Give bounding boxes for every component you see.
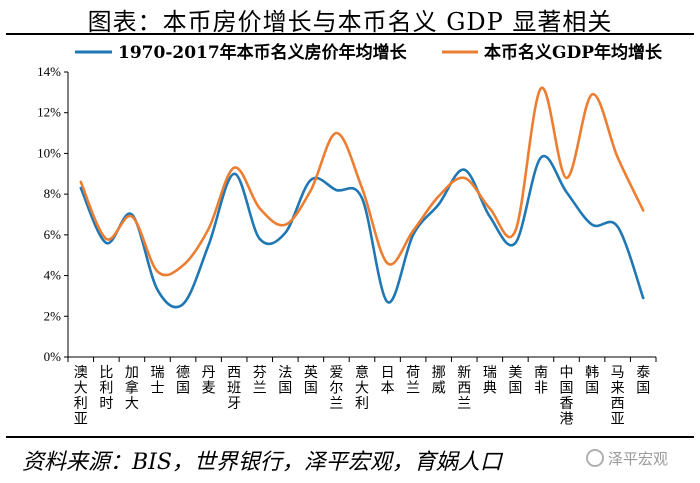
x-tick-label: 加拿大 [125, 365, 139, 412]
series-lines [79, 86, 645, 309]
series-line-2 [79, 86, 645, 277]
y-tick-label: 6% [44, 227, 62, 242]
x-tick-label: 西班牙 [227, 365, 241, 412]
y-tick-label: 12% [37, 105, 61, 120]
watermark-text: 泽平宏观 [608, 450, 669, 468]
source-note: 资料来源：BIS，世界银行，泽平宏观，育娲人口 [22, 450, 502, 475]
x-tick-label: 南非 [534, 365, 548, 397]
x-tick-label: 荷兰 [406, 365, 420, 397]
chart-title: 图表：本币房价增长与本币名义 GDP 显著相关 [87, 8, 613, 36]
legend-label-1: 1970-2017年本币名义房价年均增长 [118, 42, 408, 63]
y-tick-label: 10% [37, 145, 61, 160]
x-tick-label: 德国 [176, 365, 190, 397]
axes: 0% 2% 4% 6% 8% 10% 12% 14% 澳大利亚比利时加拿大瑞士德国丹麦西班牙芬兰… [37, 64, 657, 428]
x-tick-label: 新西兰 [457, 365, 471, 412]
x-tick-label: 马来西亚 [611, 365, 625, 428]
x-tick-label: 法国 [278, 365, 292, 397]
x-tick-label: 澳大利亚 [74, 365, 88, 428]
x-tick-label: 挪威 [432, 365, 446, 397]
x-tick-label: 爱尔兰 [329, 365, 343, 412]
x-tick-label: 美国 [508, 365, 522, 397]
x-tick-label: 泰国 [636, 365, 650, 397]
y-tick-label: 4% [44, 268, 62, 283]
bottom-rule [6, 436, 694, 438]
y-tick-label: 14% [37, 64, 61, 79]
x-tick-label: 意大利 [355, 364, 369, 412]
legend-label-2: 本币名义GDP年均增长 [484, 42, 663, 63]
series-line-1 [79, 154, 645, 309]
y-tick-label: 0% [44, 349, 62, 364]
x-tick-label: 芬兰 [253, 365, 267, 397]
x-tick-label: 瑞士 [150, 365, 164, 397]
x-tick-label: 韩国 [585, 365, 599, 397]
watermark: 泽平宏观 [586, 448, 668, 469]
y-tick-label: 8% [44, 186, 62, 201]
top-rule [6, 33, 694, 35]
x-tick-label: 日本 [381, 365, 395, 397]
x-tick-label: 英国 [304, 364, 318, 397]
x-tick-label: 中国香港 [560, 365, 574, 428]
x-tick-label: 比利时 [99, 365, 113, 412]
watermark-logo-icon [586, 449, 604, 467]
y-tick-label: 2% [44, 308, 62, 323]
legend: 1970-2017年本币名义房价年均增长 本币名义GDP年均增长 [75, 42, 663, 63]
x-tick-label: 瑞典 [483, 365, 497, 397]
x-tick-label: 丹麦 [202, 365, 216, 397]
